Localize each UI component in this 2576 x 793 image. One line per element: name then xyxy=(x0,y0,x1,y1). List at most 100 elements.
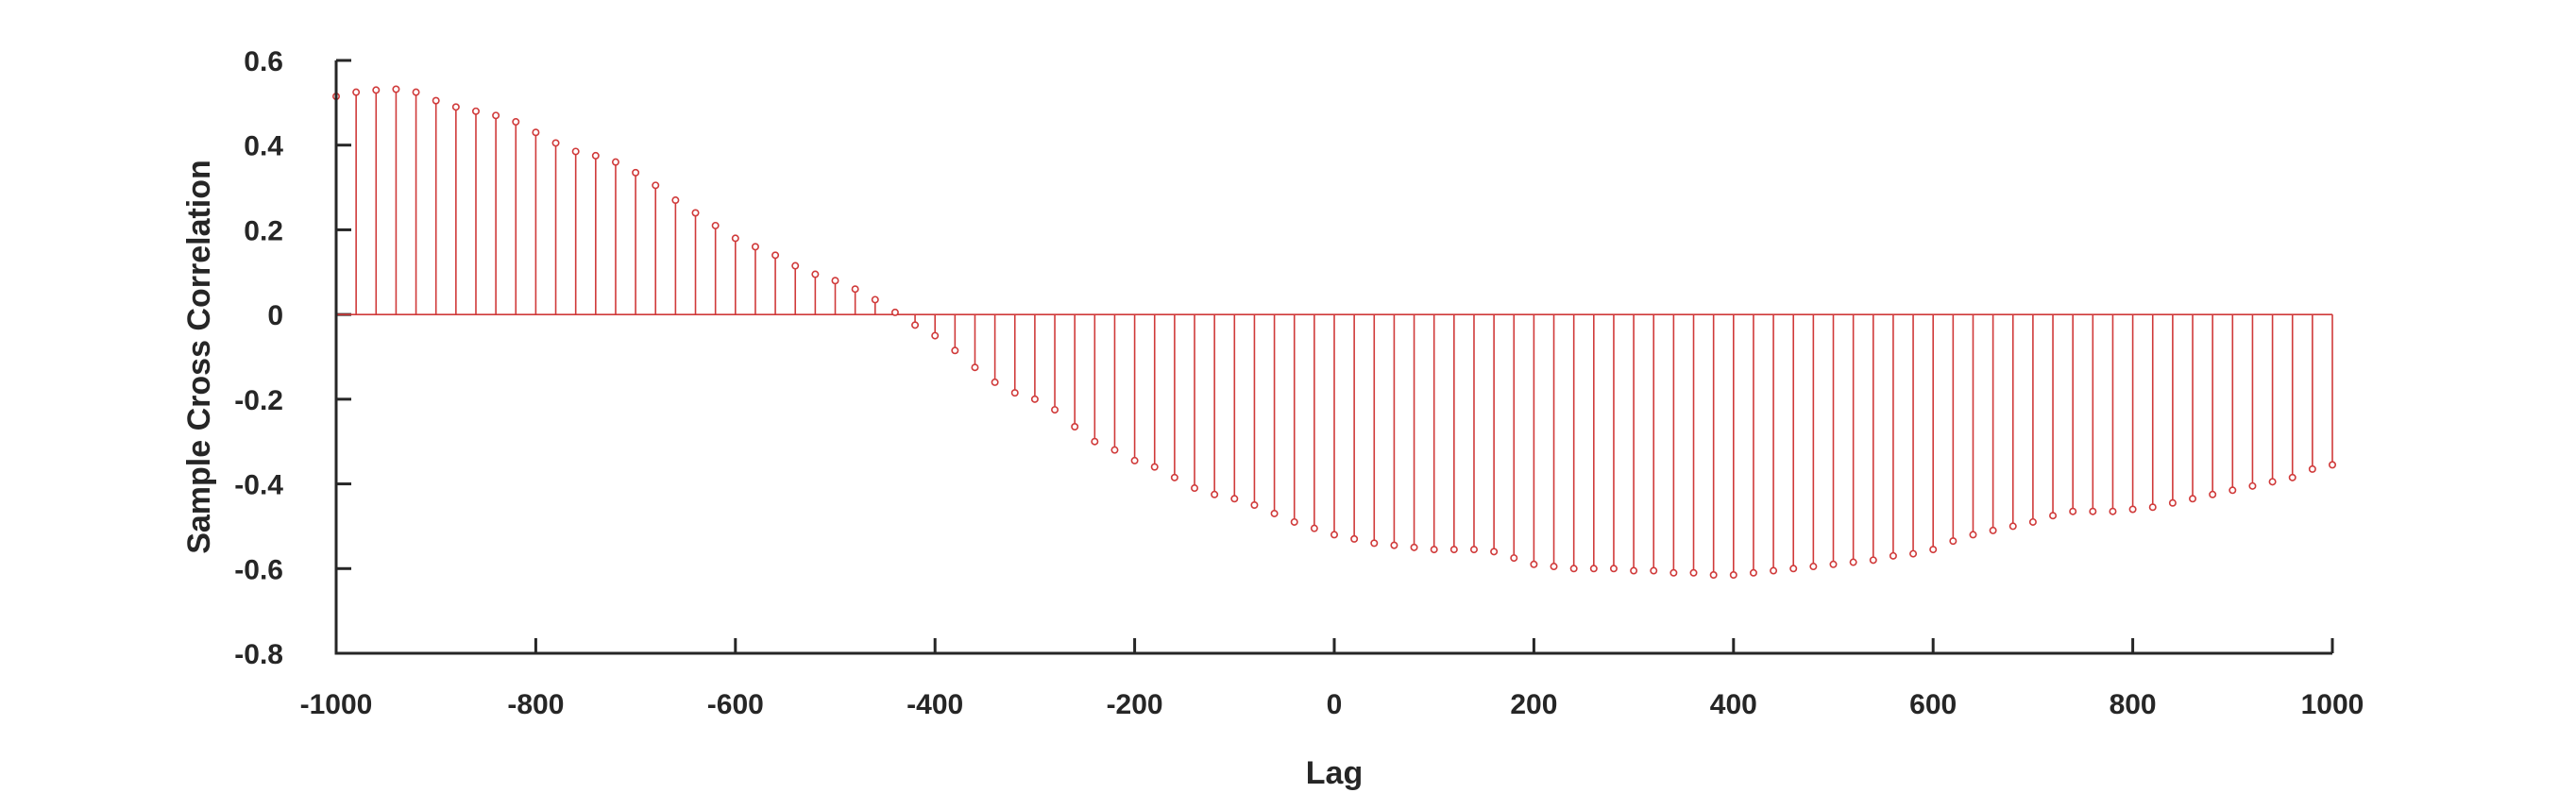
stem-marker xyxy=(1191,484,1199,493)
x-tick-labels: -1000 -800 -600 -400 -200 0 200 400 600 800 1000 xyxy=(300,689,2364,720)
stem-marker xyxy=(451,103,460,111)
x-tick-label: -200 xyxy=(1107,689,1163,720)
stem-marker xyxy=(1330,531,1339,539)
stem-marker xyxy=(2168,498,2177,507)
stem-marker xyxy=(1071,423,1079,431)
stem-marker xyxy=(1350,534,1359,543)
stem-marker xyxy=(951,346,959,355)
stem-marker xyxy=(392,85,400,93)
stem-marker xyxy=(1609,565,1618,573)
stem-marker xyxy=(1589,565,1598,573)
stem-marker xyxy=(471,107,480,115)
stem-marker xyxy=(1550,563,1558,571)
stem-marker xyxy=(1530,560,1538,568)
stem-marker xyxy=(811,270,820,278)
x-tick-label: 600 xyxy=(1909,689,1957,720)
stem-marker xyxy=(2069,507,2077,515)
stem-markers xyxy=(331,85,2337,580)
stem-marker xyxy=(1469,546,1478,554)
y-tick-label: 0.2 xyxy=(244,215,283,246)
stem-marker xyxy=(2089,507,2097,515)
stem-marker xyxy=(711,221,720,229)
stem-marker xyxy=(1650,566,1658,575)
stem-marker xyxy=(2248,481,2257,490)
x-tick-label: 0 xyxy=(1327,689,1343,720)
stem-marker xyxy=(2329,461,2337,469)
stem-marker xyxy=(1969,531,1977,539)
stem-marker xyxy=(1110,446,1119,454)
x-tick-label: -400 xyxy=(907,689,963,720)
y-tick-label: 0.6 xyxy=(244,46,283,77)
stem-marker xyxy=(1150,463,1159,471)
stem-marker xyxy=(1770,566,1778,575)
stem-marker xyxy=(1909,549,1918,558)
stem-marker xyxy=(412,88,420,96)
stem-marker xyxy=(1250,500,1259,509)
stem-marker xyxy=(1091,437,1099,446)
stem-marker xyxy=(1849,558,1857,566)
stem-marker xyxy=(1789,565,1798,573)
stem-marker xyxy=(2229,486,2237,495)
stem-marker xyxy=(652,181,660,190)
stem-marker xyxy=(1510,554,1518,563)
stem-marker xyxy=(1749,568,1757,577)
stem-marker xyxy=(1449,546,1458,554)
stem-marker xyxy=(2028,517,2037,526)
stem-marker xyxy=(1310,524,1318,532)
stem-marker xyxy=(492,111,500,120)
stem-marker xyxy=(1490,548,1499,556)
stem-marker xyxy=(691,209,700,217)
stem-marker xyxy=(911,321,920,329)
stem-marker xyxy=(372,86,381,94)
stem-marker xyxy=(532,128,540,137)
stem-marker xyxy=(1211,490,1219,498)
stem-marker xyxy=(512,118,520,127)
stem-marker xyxy=(831,277,839,285)
stem-marker xyxy=(1869,556,1877,565)
y-tick-label: 0.4 xyxy=(244,131,283,162)
stem-marker xyxy=(1809,563,1818,571)
x-axis-title: Lag xyxy=(1306,755,1363,791)
stem-marker xyxy=(890,308,899,316)
stem-marker xyxy=(432,96,440,105)
stem-marker xyxy=(1829,560,1838,568)
stem-marker xyxy=(551,139,560,147)
stem-marker xyxy=(1630,566,1638,575)
stem-marker xyxy=(1709,571,1718,580)
stem-marker xyxy=(871,295,879,304)
y-tick-label: 0 xyxy=(267,300,283,331)
stem-marker xyxy=(1949,537,1957,546)
y-tick-label: -0.2 xyxy=(234,385,283,416)
stem-marker xyxy=(1390,541,1398,549)
stem-marker xyxy=(1290,517,1298,526)
stem-marker xyxy=(571,147,580,156)
x-tick-label: 200 xyxy=(1510,689,1557,720)
stem-marker xyxy=(1230,495,1239,503)
stem-marker xyxy=(2189,495,2197,503)
x-tick-label: 800 xyxy=(2110,689,2157,720)
stem-marker xyxy=(731,234,739,243)
stem-marker xyxy=(2148,503,2157,512)
stem-marker xyxy=(931,331,940,340)
stem-marker xyxy=(2128,505,2137,514)
y-tick-labels: 0.6 0.4 0.2 0 -0.2 -0.4 -0.6 -0.8 xyxy=(234,46,283,670)
stem-marker xyxy=(1929,546,1938,554)
stem-marker xyxy=(611,158,619,166)
y-axis-title: Sample Cross Correlation xyxy=(181,160,217,554)
stem-marker xyxy=(1051,406,1059,414)
stem-marker xyxy=(2109,507,2117,515)
stem-marker xyxy=(1130,456,1139,464)
x-tick-label: 1000 xyxy=(2301,689,2364,720)
stem-marker xyxy=(352,88,361,96)
x-tick-label: 400 xyxy=(1710,689,1757,720)
stem-marker xyxy=(671,196,680,205)
stem-marker xyxy=(1410,543,1418,551)
stem-marker xyxy=(2209,490,2217,498)
x-tick-label: -800 xyxy=(507,689,564,720)
stem-marker xyxy=(1370,539,1379,548)
stem-marker xyxy=(751,243,759,251)
stem-marker xyxy=(1430,546,1438,554)
stem-marker xyxy=(1270,509,1279,517)
stem-marker xyxy=(1729,571,1737,580)
stem-marker xyxy=(791,262,800,270)
